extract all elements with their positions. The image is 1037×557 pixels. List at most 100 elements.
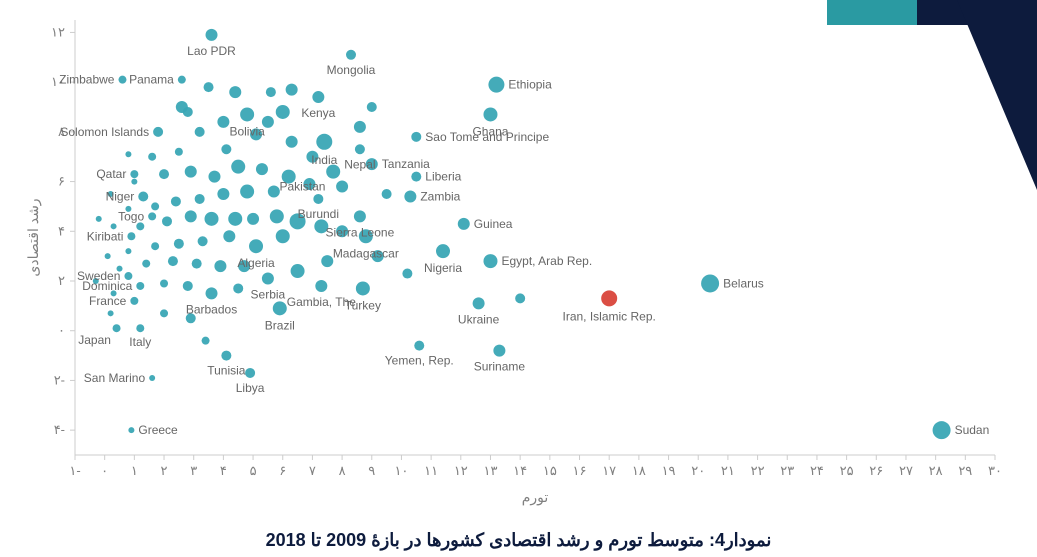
data-point [130,170,138,178]
data-point [701,274,719,292]
point-label: Japan [78,333,111,347]
data-point [202,337,210,345]
x-tick-label: ۸ [339,463,346,478]
data-point [458,218,470,230]
point-label: Solomon Islands [60,125,149,139]
data-point [223,230,235,242]
data-point [411,172,421,182]
data-point [204,82,214,92]
data-point [118,76,126,84]
point-label: San Marino [84,371,146,385]
point-label: Serbia [251,288,286,302]
data-point [178,76,186,84]
x-tick-label: ۳۰ [988,463,1002,478]
data-point [231,160,245,174]
point-label: Suriname [474,360,526,374]
x-tick-label: ۱۶ [573,463,587,478]
data-point [185,210,197,222]
chart-svg: ۱-۰۱۲۳۴۵۶۷۸۹۱۰۱۱۱۲۱۳۱۴۱۵۱۶۱۷۱۸۱۹۲۰۲۱۲۲۲۳… [20,10,1010,510]
data-point [125,151,131,157]
data-point [217,188,229,200]
x-tick-label: ۷ [309,463,316,478]
point-label: Guinea [474,217,513,231]
point-label: Greece [138,423,178,437]
data-point [149,375,155,381]
data-point [229,86,241,98]
data-point [138,191,148,201]
point-label: France [89,294,127,308]
x-tick-label: ۱۱ [424,463,438,478]
data-point [402,269,412,279]
x-tick-label: ۱۹ [662,463,676,478]
data-point [404,190,416,202]
data-point [354,210,366,222]
x-tick-label: ۲ [161,463,168,478]
data-point [312,91,324,103]
point-label: Kenya [301,106,335,120]
data-point [483,254,497,268]
x-tick-label: ۹ [368,463,375,478]
data-point [208,171,220,183]
data-point [313,194,323,204]
point-label: Algeria [237,256,275,270]
data-point [354,121,366,133]
y-axis-title: رشد اقتصادی [25,198,42,276]
point-label: Dominica [82,279,132,293]
data-point [273,301,287,315]
x-tick-label: ۱ [131,463,138,478]
data-point [96,216,102,222]
data-point [136,282,144,290]
x-tick-label: ۲۴ [810,463,824,478]
data-point [488,77,504,93]
x-axis-title: تورم [522,489,549,506]
point-label: Brazil [265,318,295,332]
data-point [247,213,259,225]
point-label: Iran, Islamic Rep. [563,309,656,323]
point-label: Yemen, Rep. [385,354,454,368]
point-label: Sao Tome and Principe [425,130,549,144]
x-tick-label: ۳ [190,463,197,478]
x-tick-label: ۵ [250,463,257,478]
data-point [136,324,144,332]
point-label: Ukraine [458,312,500,326]
data-point [151,242,159,250]
y-tick-label: ۱۲ [51,24,65,39]
chart-caption: نمودار4: متوسط تورم و رشد اقتصادی کشورها… [0,530,1037,551]
x-tick-label: ۱۰ [394,463,408,478]
x-tick-label: ۲۱ [721,463,735,478]
x-tick-label: ۲۳ [780,463,794,478]
data-point [206,29,218,41]
y-tick-label: ۲ [58,273,65,288]
data-point [127,232,135,240]
data-point [228,212,242,226]
point-label: Sudan [955,423,990,437]
data-point [355,144,365,154]
data-point [256,163,268,175]
data-point [125,248,131,254]
data-point [262,273,274,285]
x-tick-label: ۱۸ [632,463,646,478]
data-point [206,287,218,299]
y-tick-label: ۴ [58,223,65,238]
data-point [205,212,219,226]
data-point [136,222,144,230]
point-label: Egypt, Arab Rep. [501,254,592,268]
x-tick-label: ۲۲ [751,463,765,478]
data-point [105,253,111,259]
point-label: Nepal [344,157,375,171]
data-point [356,281,370,295]
point-label: Togo [118,209,144,223]
data-point [130,297,138,305]
data-point [316,134,332,150]
data-point [148,153,156,161]
data-point [493,345,505,357]
x-tick-label: ۲۷ [899,463,913,478]
data-point [221,144,231,154]
data-point [185,166,197,178]
point-label: Bolivia [229,124,265,138]
data-point [142,260,150,268]
y-tick-label: ۴- [54,422,65,437]
point-label: Panama [129,73,174,87]
point-label: India [311,153,337,167]
point-label: Ethiopia [508,78,552,92]
